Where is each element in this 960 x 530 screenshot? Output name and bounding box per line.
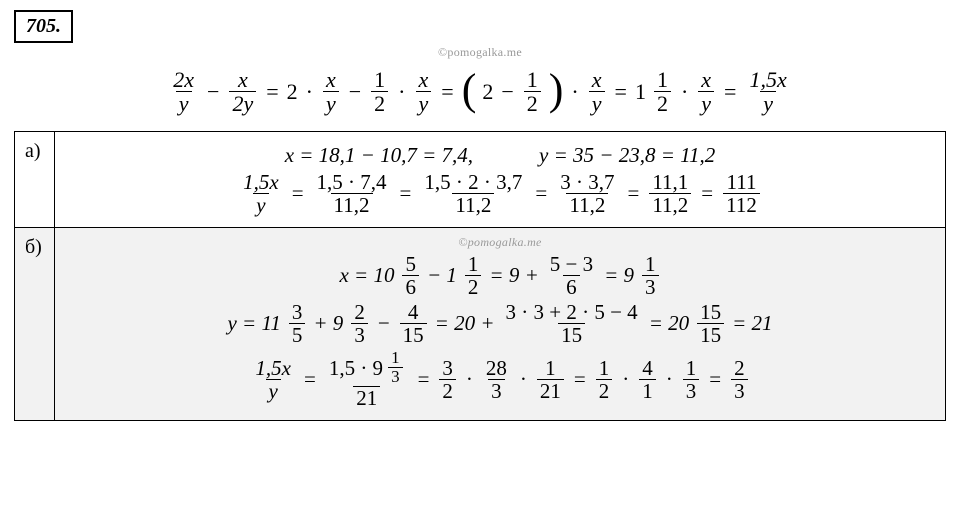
- frac: 111112: [723, 171, 760, 216]
- equals: =: [707, 367, 723, 392]
- term: − 1: [427, 263, 457, 288]
- dot: ·: [664, 367, 675, 392]
- part-b-line3: 1,5xy = 1,5 · 9 13 21 = 32 · 283 · 121 =…: [65, 349, 935, 409]
- dot: ·: [569, 79, 580, 105]
- frac: 283: [483, 357, 510, 402]
- y-eq: y = 35 − 23,8 = 11,2: [539, 143, 715, 168]
- frac: 23: [731, 357, 748, 402]
- frac: 56: [402, 253, 419, 298]
- equals: =: [416, 367, 432, 392]
- part-b-label: б): [15, 228, 55, 421]
- frac: 1,5 · 2 · 3,711,2: [421, 171, 525, 216]
- term: y = 11: [227, 311, 280, 336]
- part-a-row: а) x = 18,1 − 10,7 = 7,4, y = 35 − 23,8 …: [15, 132, 946, 228]
- frac: 415: [400, 301, 427, 346]
- frac: 13: [683, 357, 700, 402]
- frac: 13: [642, 253, 659, 298]
- paren-right: ): [549, 72, 564, 107]
- frac: 12: [524, 68, 541, 115]
- part-a-line1: x = 18,1 − 10,7 = 7,4, y = 35 − 23,8 = 1…: [65, 143, 935, 168]
- equals: =: [572, 367, 588, 392]
- frac: 35: [289, 301, 306, 346]
- frac: 1,5 · 7,411,2: [314, 171, 390, 216]
- term: = 20 +: [435, 311, 495, 336]
- frac: 121: [537, 357, 564, 402]
- big-frac: 1,5 · 9 13 21: [326, 349, 408, 409]
- dot: ·: [396, 79, 407, 105]
- frac: 1,5xy: [240, 171, 282, 216]
- equals: =: [398, 181, 414, 206]
- part-b-line1: x = 10 56 − 1 12 = 9 + 5 − 36 = 9 13: [65, 253, 935, 298]
- term: x = 10: [339, 263, 394, 288]
- minus: −: [499, 79, 515, 105]
- watermark-mid: ©pomogalka.me: [65, 235, 935, 250]
- frac: 12: [465, 253, 482, 298]
- term: 2: [482, 79, 493, 105]
- part-a-line2: 1,5xy = 1,5 · 7,411,2 = 1,5 · 2 · 3,711,…: [65, 171, 935, 216]
- part-a-content: x = 18,1 − 10,7 = 7,4, y = 35 − 23,8 = 1…: [55, 132, 946, 228]
- equals: =: [264, 79, 280, 105]
- paren-left: (: [462, 72, 477, 107]
- watermark-top: ©pomogalka.me: [14, 45, 946, 60]
- dot: ·: [620, 367, 631, 392]
- frac: xy: [416, 68, 432, 115]
- minus: −: [347, 79, 363, 105]
- frac: 1,5xy: [252, 357, 294, 402]
- frac: xy: [589, 68, 605, 115]
- frac: xy: [323, 68, 339, 115]
- term: + 9: [313, 311, 343, 336]
- term: 1: [635, 79, 646, 105]
- frac: x2y: [229, 68, 256, 115]
- term: = 9 +: [489, 263, 538, 288]
- equals: =: [699, 181, 715, 206]
- term: = 20: [649, 311, 689, 336]
- equals: =: [613, 79, 629, 105]
- equals: =: [722, 79, 738, 105]
- frac: 12: [371, 68, 388, 115]
- equals: =: [625, 181, 641, 206]
- frac: 5 − 36: [547, 253, 596, 298]
- frac: 3 · 3,711,2: [557, 171, 617, 216]
- part-b-content: ©pomogalka.me x = 10 56 − 1 12 = 9 + 5 −…: [55, 228, 946, 421]
- minus: −: [376, 311, 392, 336]
- dot: ·: [304, 79, 315, 105]
- dot: ·: [679, 79, 690, 105]
- part-b-line2: y = 11 35 + 9 23 − 415 = 20 + 3 · 3 + 2 …: [65, 301, 935, 346]
- equals: =: [290, 181, 306, 206]
- frac: 11,111,2: [649, 171, 691, 216]
- frac: 2xy: [170, 68, 197, 115]
- x-eq: x = 18,1 − 10,7 = 7,4,: [285, 143, 473, 168]
- term: = 21: [732, 311, 772, 336]
- problem-number: 705.: [14, 10, 73, 43]
- part-a-label: а): [15, 132, 55, 228]
- frac: 41: [639, 357, 656, 402]
- dot: ·: [518, 367, 529, 392]
- equals: =: [533, 181, 549, 206]
- frac: 1515: [697, 301, 724, 346]
- solution-table: а) x = 18,1 − 10,7 = 7,4, y = 35 − 23,8 …: [14, 131, 946, 421]
- equals: =: [302, 367, 318, 392]
- frac: 12: [654, 68, 671, 115]
- frac: 12: [596, 357, 613, 402]
- frac: 23: [351, 301, 368, 346]
- frac: xy: [698, 68, 714, 115]
- frac: 32: [439, 357, 456, 402]
- frac: 3 · 3 + 2 · 5 − 415: [503, 301, 641, 346]
- dot: ·: [464, 367, 475, 392]
- part-b-row: б) ©pomogalka.me x = 10 56 − 1 12 = 9 + …: [15, 228, 946, 421]
- term: = 9: [604, 263, 634, 288]
- equals: =: [439, 79, 455, 105]
- frac: 1,5xy: [746, 68, 789, 115]
- minus: −: [205, 79, 221, 105]
- term: 2: [287, 79, 298, 105]
- main-equation: 2xy − x2y = 2 · xy − 12 · xy = ( 2 − 12 …: [14, 68, 946, 115]
